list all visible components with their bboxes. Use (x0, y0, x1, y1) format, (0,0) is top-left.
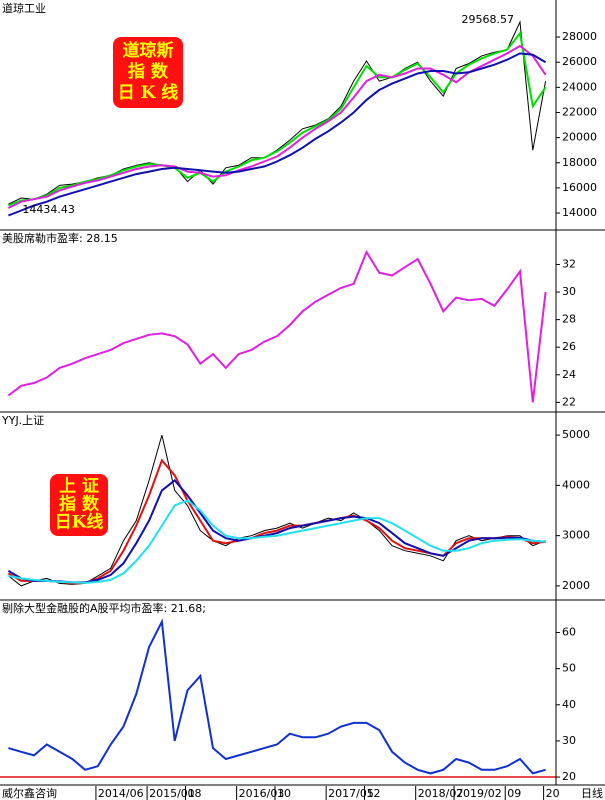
y-tick-label: 4000 (562, 478, 590, 491)
y-tick-label: 22000 (562, 105, 597, 118)
y-tick-label: 32 (562, 257, 576, 270)
annotation: 14434.43 (22, 203, 75, 216)
x-tick-label: 2014/06 (98, 787, 144, 800)
series-line (7, 44, 547, 209)
y-tick-label: 26 (562, 340, 576, 353)
annotation: 29568.57 (462, 13, 515, 26)
panel-title: 剔除大型金融股的A股平均市盈率: 21.68; (2, 601, 206, 615)
badge-text: 日K线 (55, 512, 104, 533)
y-tick-label: 24000 (562, 80, 597, 93)
y-tick-label: 30 (562, 734, 576, 747)
x-tick-label: 2017/05 (328, 787, 374, 800)
y-tick-label: 20000 (562, 131, 597, 144)
y-tick-label: 3000 (562, 529, 590, 542)
series-line (8, 52, 547, 217)
y-tick-label: 28000 (562, 30, 597, 43)
y-tick-label: 5000 (562, 428, 590, 441)
series-line (8, 434, 546, 587)
x-tick-label: 2016/03 (239, 787, 285, 800)
x-tick-label: 2019/02 (456, 787, 502, 800)
series-line (8, 499, 546, 584)
y-tick-label: 22 (562, 395, 576, 408)
series-line (7, 249, 547, 403)
y-tick-label: 20 (562, 770, 576, 783)
series-line (7, 479, 546, 584)
x-tick-label: 09 (507, 787, 521, 800)
x-tick-label: 08 (187, 787, 201, 800)
y-tick-label: 24 (562, 368, 576, 381)
panel-title: 美股席勒市盈率: 28.15 (2, 231, 118, 245)
y-tick-label: 40 (562, 698, 576, 711)
y-tick-label: 60 (562, 626, 576, 639)
x-tick-label: 20 (546, 787, 560, 800)
y-tick-label: 28 (562, 313, 576, 326)
y-tick-label: 14000 (562, 206, 597, 219)
series-line (7, 458, 546, 585)
y-tick-label: 16000 (562, 181, 597, 194)
y-tick-label: 50 (562, 662, 576, 675)
badge-box (50, 474, 108, 536)
x-tick-label: 10 (277, 787, 291, 800)
x-tick-label: 2018/07 (418, 787, 464, 800)
series-line (8, 618, 546, 775)
y-tick-label: 2000 (562, 579, 590, 592)
badge-text: 指 数 (59, 494, 100, 515)
badge-text: 上 证 (59, 477, 99, 497)
panel-title: 道琼工业 (2, 1, 46, 15)
y-tick-label: 26000 (562, 55, 597, 68)
badge-text: 道琼斯 (123, 40, 174, 61)
source-label: 威尔鑫咨询 (2, 786, 57, 800)
period-label: 日线 (581, 786, 603, 800)
panel-title: YYJ.上证 (1, 414, 44, 427)
badge-text: 日 K 线 (118, 82, 179, 103)
badge-box (113, 37, 183, 108)
y-tick-label: 18000 (562, 156, 597, 169)
x-tick-label: 2015/01 (149, 787, 195, 800)
badge-text: 指 数 (128, 61, 169, 82)
y-tick-label: 30 (562, 285, 576, 298)
x-tick-label: 12 (367, 787, 381, 800)
